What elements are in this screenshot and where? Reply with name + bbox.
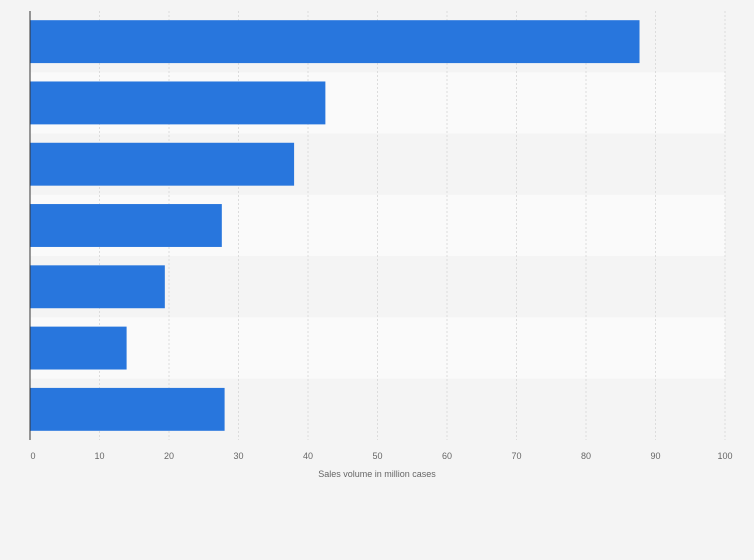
x-tick-label: 20 (164, 451, 174, 461)
x-tick-labels: 0 10 20 30 40 50 60 70 80 90 100 (30, 451, 732, 461)
x-tick-label: 30 (233, 451, 243, 461)
x-tick-label: 50 (372, 451, 382, 461)
x-axis-title: Sales volume in million cases (318, 469, 436, 479)
bar (30, 204, 222, 247)
x-tick-label: 90 (650, 451, 660, 461)
bar (30, 326, 127, 370)
x-tick-label: 60 (442, 451, 452, 461)
bars (30, 20, 640, 431)
bar (30, 387, 225, 431)
x-tick-label: 0 (30, 451, 35, 461)
x-tick-label: 80 (581, 451, 591, 461)
bar (30, 20, 640, 64)
x-tick-label: 10 (94, 451, 104, 461)
x-tick-label: 70 (511, 451, 521, 461)
x-tick-label: 40 (303, 451, 313, 461)
bar (30, 81, 326, 125)
bar (30, 142, 295, 186)
x-tick-label: 100 (717, 451, 732, 461)
bar (30, 265, 165, 309)
